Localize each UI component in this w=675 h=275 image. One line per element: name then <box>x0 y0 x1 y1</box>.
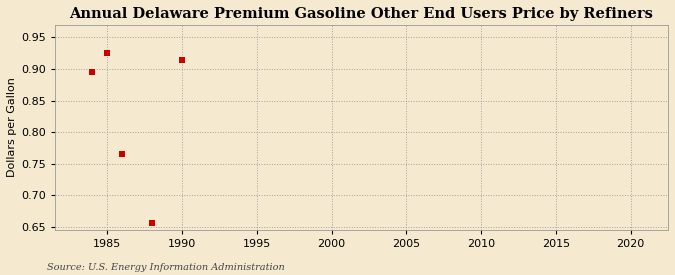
Point <box>177 57 188 62</box>
Text: Source: U.S. Energy Information Administration: Source: U.S. Energy Information Administ… <box>47 263 285 271</box>
Point <box>102 51 113 56</box>
Point <box>146 221 157 226</box>
Y-axis label: Dollars per Gallon: Dollars per Gallon <box>7 77 17 177</box>
Point <box>117 152 128 156</box>
Point <box>87 70 98 74</box>
Title: Annual Delaware Premium Gasoline Other End Users Price by Refiners: Annual Delaware Premium Gasoline Other E… <box>70 7 653 21</box>
